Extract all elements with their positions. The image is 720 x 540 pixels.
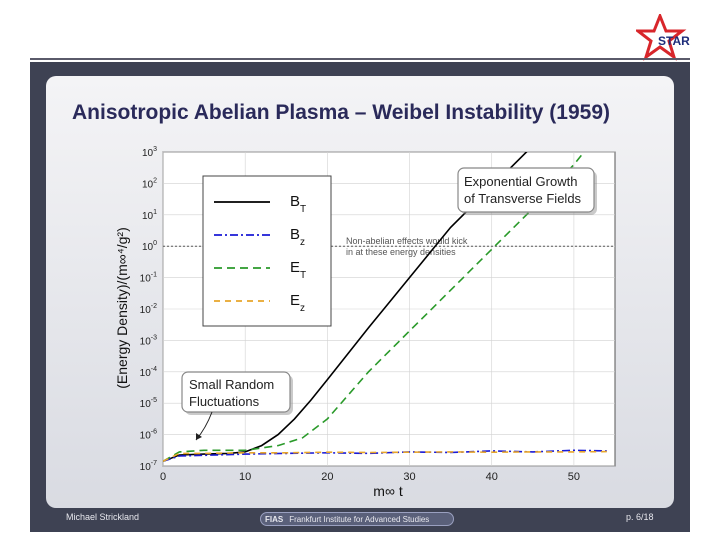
y-tick-label: 10-6 bbox=[140, 429, 157, 442]
y-tick-label: 101 bbox=[142, 209, 157, 222]
callout-text: Small Random bbox=[189, 377, 274, 392]
red-star-icon bbox=[636, 14, 687, 61]
footer-institute-badge: FIAS Frankfurt Institute for Advanced St… bbox=[260, 512, 454, 526]
callout-text: Fluctuations bbox=[189, 394, 260, 409]
y-tick-label: 102 bbox=[142, 177, 157, 190]
x-tick-label: 10 bbox=[239, 471, 251, 483]
slide-title: Anisotropic Abelian Plasma – Weibel Inst… bbox=[72, 101, 610, 124]
star-logo-text: STAR bbox=[658, 34, 690, 48]
y-tick-label: 103 bbox=[142, 146, 157, 159]
callout-text: Exponential Growth bbox=[464, 174, 577, 189]
x-tick-label: 50 bbox=[568, 471, 580, 483]
x-tick-label: 20 bbox=[321, 471, 333, 483]
threshold-label: Non-abelian effects would kick bbox=[346, 236, 468, 246]
y-tick-label: 10-1 bbox=[140, 272, 157, 285]
x-tick-label: 30 bbox=[403, 471, 415, 483]
footer-author: Michael Strickland bbox=[66, 512, 140, 522]
threshold-label: in at these energy densities bbox=[346, 247, 456, 257]
legend-box bbox=[202, 175, 332, 327]
fias-logo: FIAS bbox=[265, 514, 284, 524]
y-tick-label: 10-4 bbox=[140, 366, 157, 379]
footer-institute: Frankfurt Institute for Advanced Studies bbox=[289, 514, 430, 524]
y-tick-label: 100 bbox=[142, 240, 157, 253]
star-logo: STAR bbox=[636, 14, 690, 61]
x-axis-label: m∞ t bbox=[373, 483, 403, 499]
series-line-et bbox=[163, 152, 586, 462]
y-tick-label: 10-5 bbox=[140, 397, 157, 410]
callout-arrowhead bbox=[196, 433, 202, 440]
callout-text: of Transverse Fields bbox=[464, 191, 582, 206]
callout-fluct bbox=[181, 371, 291, 413]
y-tick-label: 10-2 bbox=[140, 303, 157, 316]
series-line-bz bbox=[163, 449, 607, 463]
y-tick-label: 10-7 bbox=[140, 460, 157, 473]
callout-growth bbox=[457, 167, 595, 213]
footer-page-number: p. 6/18 bbox=[626, 512, 654, 522]
x-tick-label: 0 bbox=[160, 471, 166, 483]
x-tick-label: 40 bbox=[486, 471, 498, 483]
y-axis-label: (Energy Density)/(m∞⁴/g²) bbox=[114, 227, 130, 388]
y-tick-label: 10-3 bbox=[140, 334, 157, 347]
header-rule bbox=[30, 58, 690, 60]
